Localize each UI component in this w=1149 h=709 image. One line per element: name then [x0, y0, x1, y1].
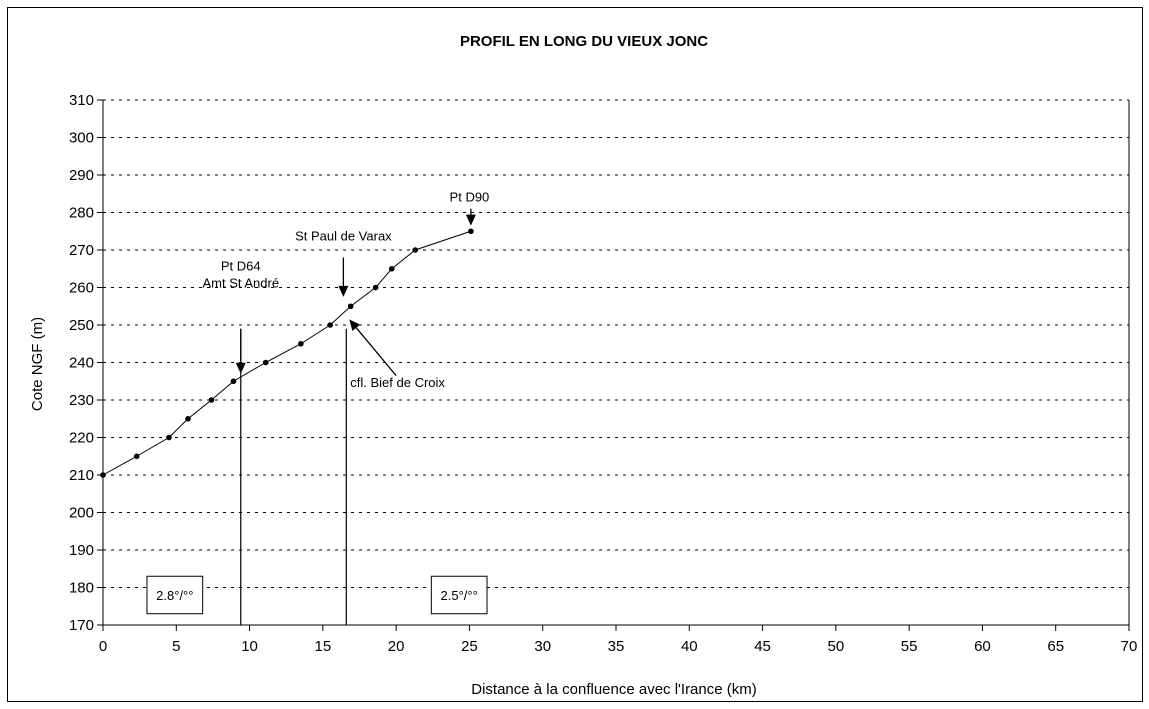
plot-area	[103, 99, 1130, 625]
x-tick-label: 70	[1121, 638, 1138, 655]
x-tick-label: 65	[1047, 638, 1064, 655]
x-tick-label: 30	[534, 638, 551, 655]
x-axis-title: Distance à la confluence avec l'Irance (…	[471, 681, 757, 698]
annotation-arrow-head	[465, 214, 476, 226]
x-tick-label: 5	[172, 638, 180, 655]
annotations: Pt D90 St Paul de Varax Pt D64 Amt St André…	[202, 189, 489, 390]
x-tick-label: 60	[974, 638, 991, 655]
data-point	[208, 397, 215, 403]
y-tick-label: 270	[69, 242, 94, 259]
annotation-arrow-shaft	[355, 327, 397, 377]
data-point	[262, 359, 269, 366]
x-tick-label: 50	[828, 638, 845, 655]
series-line	[102, 230, 472, 476]
annotation-label: Pt D90	[450, 189, 490, 204]
slope-box-label: 2.5°/°°	[441, 588, 478, 603]
y-tick-label: 230	[69, 392, 94, 409]
x-tick-label: 35	[608, 638, 625, 655]
y-tick-label: 240	[69, 355, 94, 372]
data-point	[100, 472, 106, 478]
y-tick-label: 290	[69, 167, 94, 184]
x-tick-label: 15	[315, 638, 332, 655]
y-tick-label: 210	[69, 467, 94, 484]
y-tick-label: 190	[69, 542, 94, 559]
annotation-label: Pt D64	[221, 259, 261, 274]
y-axis-title: Cote NGF (m)	[29, 317, 46, 411]
slope-boxes: 2.8°/°° 2.5°/°°	[146, 575, 488, 615]
y-tick-label: 280	[69, 205, 94, 222]
data-point	[133, 453, 140, 460]
grid-lines	[103, 99, 1129, 588]
x-tick-label: 45	[754, 638, 771, 655]
x-axis-ticks: 0 5 10 15 20 25 30 35 40 45 50 55 60 65 70	[99, 625, 1138, 655]
slope-box	[146, 575, 204, 615]
slope-box	[430, 575, 488, 615]
data-point	[412, 247, 418, 253]
y-tick-label: 170	[69, 617, 94, 634]
data-point	[372, 284, 379, 291]
y-tick-label: 250	[69, 317, 94, 334]
x-tick-label: 10	[241, 638, 258, 655]
data-point	[327, 322, 333, 328]
y-tick-label: 310	[69, 92, 94, 109]
x-tick-label: 20	[388, 638, 405, 655]
y-axis-ticks: 170 180 190 200 210 220 230 240 250 260 270 280 290 3…	[69, 92, 103, 634]
vertical-markers	[240, 328, 347, 625]
y-tick-label: 200	[69, 505, 94, 522]
annotation-label: cfl. Bief de Croix	[350, 375, 445, 390]
y-tick-label: 260	[69, 280, 94, 297]
series-profile	[100, 228, 474, 478]
data-point	[388, 265, 395, 272]
chart-title: PROFIL EN LONG DU VIEUX JONC	[460, 33, 708, 50]
x-tick-label: 40	[681, 638, 698, 655]
annotation-arrow-head	[235, 362, 246, 374]
y-tick-label: 220	[69, 430, 94, 447]
x-tick-label: 55	[901, 638, 918, 655]
y-tick-label: 300	[69, 130, 94, 147]
data-point	[347, 303, 354, 310]
data-point	[185, 415, 191, 422]
y-tick-label: 180	[69, 580, 94, 597]
annotation-arrow-head	[349, 319, 361, 332]
data-point	[468, 228, 474, 235]
x-tick-label: 0	[99, 638, 107, 655]
annotation-label: Amt St André	[202, 276, 279, 291]
annotation-arrow-head	[338, 285, 349, 297]
x-tick-label: 25	[461, 638, 478, 655]
annotation-label: St Paul de Varax	[295, 229, 392, 244]
data-point	[298, 340, 304, 347]
slope-box-label: 2.8°/°°	[156, 588, 193, 603]
data-point	[166, 434, 172, 441]
data-point	[230, 378, 237, 385]
